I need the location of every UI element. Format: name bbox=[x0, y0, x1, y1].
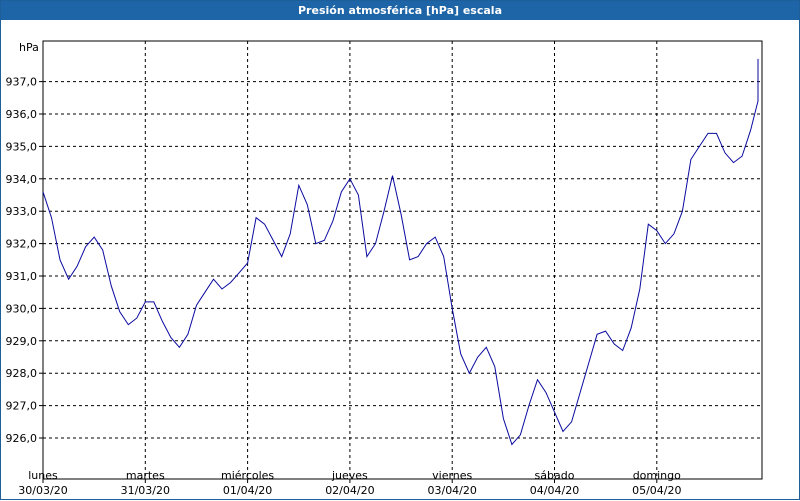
pressure-series-line bbox=[42, 58, 759, 446]
x-tick-day-label: miércoles bbox=[221, 469, 274, 482]
y-tick-label: 927,0 bbox=[6, 400, 38, 413]
x-tick-date-label: 03/04/20 bbox=[427, 484, 476, 497]
x-tick-day-label: martes bbox=[126, 469, 165, 482]
pressure-chart: 926,0 927,0 928,0 929,0 930,0 931,0 932,0 933,0… bbox=[6, 40, 763, 497]
y-tick-label: 934,0 bbox=[6, 173, 38, 186]
x-tick-date-label: 05/04/20 bbox=[632, 484, 681, 497]
x-tick-date-label: 01/04/20 bbox=[223, 484, 272, 497]
x-tick-day-label: jueves bbox=[331, 469, 368, 482]
y-tick-label: 926,0 bbox=[6, 432, 38, 445]
y-tick-label: 933,0 bbox=[6, 205, 38, 218]
x-tick-day-label: sábado bbox=[535, 469, 575, 482]
window-title: Presión atmosférica [hPa] escala bbox=[1, 1, 799, 20]
y-tick-label: 930,0 bbox=[6, 302, 38, 315]
y-axis-ticks: 926,0 927,0 928,0 929,0 930,0 931,0 932,0 933,0… bbox=[6, 76, 43, 445]
x-tick-day-label: lunes bbox=[28, 469, 58, 482]
plot-frame bbox=[42, 40, 763, 480]
x-tick-date-label: 31/03/20 bbox=[121, 484, 170, 497]
x-tick-day-label: viernes bbox=[432, 469, 472, 482]
y-axis-unit-label: hPa bbox=[19, 41, 39, 54]
y-tick-label: 937,0 bbox=[6, 76, 38, 89]
y-tick-label: 928,0 bbox=[6, 367, 38, 380]
y-tick-label: 931,0 bbox=[6, 270, 38, 283]
y-tick-label: 935,0 bbox=[6, 140, 38, 153]
x-tick-date-label: 04/04/20 bbox=[530, 484, 579, 497]
y-tick-label: 932,0 bbox=[6, 238, 38, 251]
x-tick-day-label: domingo bbox=[633, 469, 681, 482]
x-tick-date-label: 30/03/20 bbox=[18, 484, 67, 497]
y-tick-label: 929,0 bbox=[6, 335, 38, 348]
x-axis-ticks: lunes 30/03/20 martes 31/03/20 miércoles 01/0… bbox=[18, 469, 681, 497]
y-tick-label: 936,0 bbox=[6, 108, 38, 121]
x-tick-date-label: 02/04/20 bbox=[325, 484, 374, 497]
grid-lines bbox=[43, 41, 762, 479]
